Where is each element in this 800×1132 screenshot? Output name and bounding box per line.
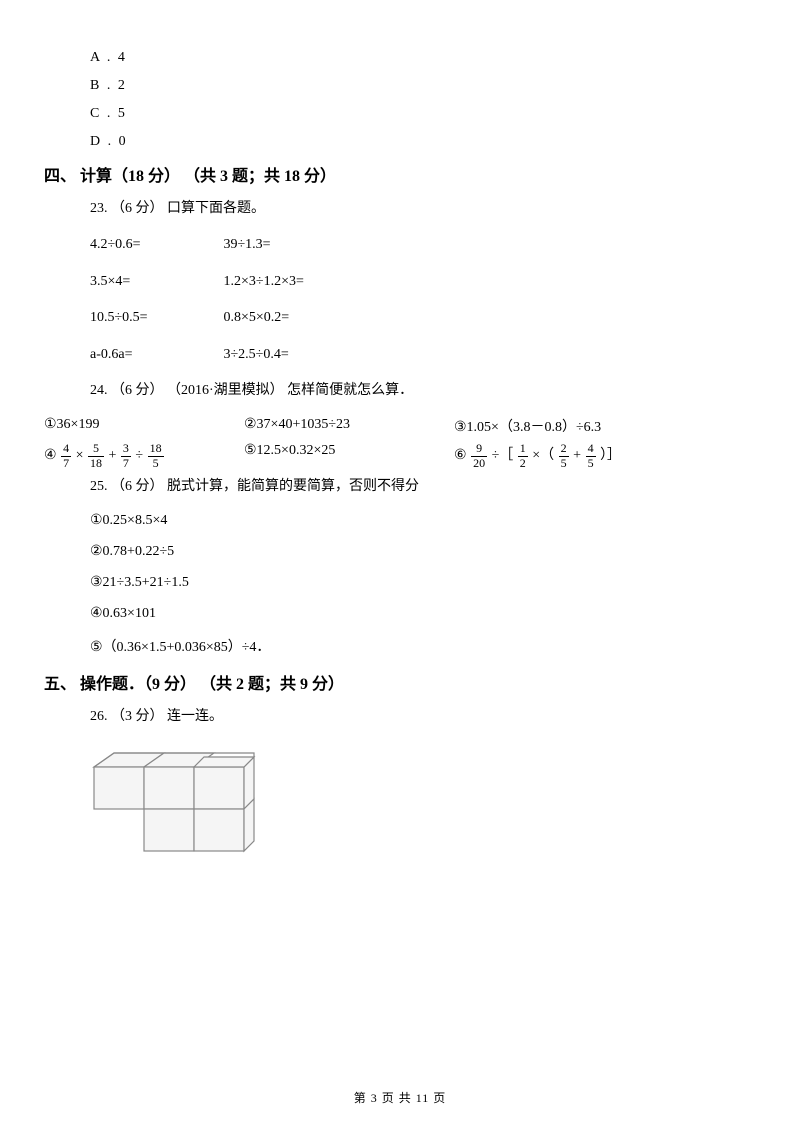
q26-intro: 26. （3 分） 连一连。: [90, 706, 760, 728]
op-div: ÷: [135, 448, 146, 463]
circled-6: ⑥: [454, 448, 467, 463]
q25-i4: ④0.63×101: [90, 605, 760, 622]
option-b: B . 2: [90, 78, 760, 94]
cubes-icon: [90, 743, 260, 861]
q24-intro: 24. （6 分） （2016·湖里模拟） 怎样简便就怎么算．: [90, 380, 760, 402]
q23-r3b: 0.8×5×0.2=: [224, 310, 290, 325]
q24-item3: ③1.05×（3.8－0.8）÷6.3: [454, 416, 754, 436]
q24-row1: ①36×199 ②37×40+1035÷23 ③1.05×（3.8－0.8）÷6…: [44, 416, 760, 436]
q25-i2: ②0.78+0.22÷5: [90, 543, 760, 560]
q23-row1: 4.2÷0.6= 39÷1.3=: [90, 234, 760, 256]
page-footer: 第 3 页 共 11 页: [0, 1089, 800, 1106]
op-plus: +: [108, 448, 119, 463]
q25-intro: 25. （6 分） 脱式计算，能简算的要简算，否则不得分: [90, 476, 760, 498]
q25-i1: ①0.25×8.5×4: [90, 512, 760, 529]
q23-r2a: 3.5×4=: [90, 271, 220, 293]
op-times: ×: [76, 448, 87, 463]
q24-item2: ②37×40+1035÷23: [244, 416, 454, 436]
fraction-3-7: 37: [121, 442, 131, 469]
q23-r4a: a-0.6a=: [90, 344, 220, 366]
q24-row2: ④ 47 × 518 + 37 ÷ 185 ⑤12.5×0.32×25 ⑥ 92…: [44, 442, 760, 469]
option-a: A . 4: [90, 50, 760, 66]
fraction-4-5: 45: [586, 442, 596, 469]
fraction-2-5: 25: [559, 442, 569, 469]
fraction-4-7: 47: [61, 442, 71, 469]
q25-i5: ⑤（0.36×1.5+0.036×85）÷4．: [90, 636, 760, 656]
q23-r4b: 3÷2.5÷0.4=: [224, 347, 289, 362]
fraction-1-2: 12: [518, 442, 528, 469]
q24-item4: ④ 47 × 518 + 37 ÷ 185: [44, 442, 244, 469]
q23-r1b: 39÷1.3=: [224, 237, 271, 252]
op-rp: ）］: [600, 448, 621, 463]
section-4-header: 四、 计算（18 分） （共 3 题；共 18 分）: [44, 162, 760, 186]
circled-4: ④: [44, 448, 57, 463]
q23-r2b: 1.2×3÷1.2×3=: [224, 274, 304, 289]
op-lp: ×（: [532, 448, 557, 463]
op-divbr: ÷［: [492, 448, 517, 463]
option-c: C . 5: [90, 106, 760, 122]
q25-i3: ③21÷3.5+21÷1.5: [90, 574, 760, 591]
q23-row2: 3.5×4= 1.2×3÷1.2×3=: [90, 271, 760, 293]
cube-diagram: [90, 743, 760, 866]
option-d: D . 0: [90, 134, 760, 150]
q23-row4: a-0.6a= 3÷2.5÷0.4=: [90, 344, 760, 366]
q23-row3: 10.5÷0.5= 0.8×5×0.2=: [90, 307, 760, 329]
op-plus2: +: [573, 448, 584, 463]
q24-item5: ⑤12.5×0.32×25: [244, 442, 454, 469]
fraction-18-5: 185: [148, 442, 164, 469]
q23-intro: 23. （6 分） 口算下面各题。: [90, 198, 760, 220]
fraction-5-18: 518: [88, 442, 104, 469]
fraction-9-20: 920: [471, 442, 487, 469]
q24-item6: ⑥ 920 ÷［ 12 ×（ 25 + 45 ）］: [454, 442, 754, 469]
section-5-header: 五、 操作题．（9 分） （共 2 题；共 9 分）: [44, 670, 760, 694]
q23-r3a: 10.5÷0.5=: [90, 307, 220, 329]
q23-r1a: 4.2÷0.6=: [90, 234, 220, 256]
q24-item1: ①36×199: [44, 416, 244, 436]
